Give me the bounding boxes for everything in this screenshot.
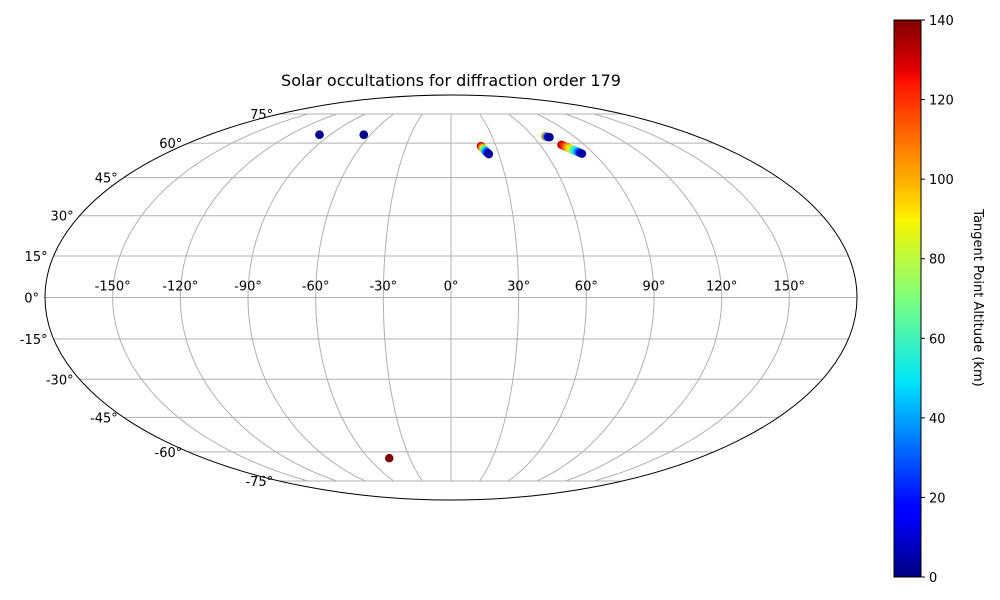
lon-tick-label: 90° <box>642 280 665 295</box>
colorbar-tick-label: 140 <box>929 14 954 29</box>
lon-tick-label: -60° <box>302 280 330 295</box>
meridian-line <box>315 113 395 482</box>
colorbar-ticks: 0 20 40 60 80 100 120 140 <box>921 14 954 586</box>
lon-tick-label: -90° <box>234 280 262 295</box>
meridian-line <box>536 113 655 482</box>
colorbar-tick-label: 20 <box>929 491 946 506</box>
lon-tick-label: 120° <box>706 280 737 295</box>
lon-tick-label: -30° <box>369 280 397 295</box>
lat-tick-label: 0° <box>24 292 39 307</box>
tick-labels: -150° -120° -90° -60° -30° 0° 30° 60° 90° 120° 150… <box>20 108 805 490</box>
meridian-line <box>594 113 790 482</box>
lat-tick-label: -45° <box>90 411 118 426</box>
lat-tick-label: -75° <box>245 475 273 490</box>
lon-tick-label: 60° <box>575 280 598 295</box>
data-point <box>384 453 394 463</box>
colorbar-tick-label: 80 <box>929 253 946 268</box>
lat-tick-label: 30° <box>51 210 74 225</box>
lat-tick-label: 60° <box>159 137 182 152</box>
meridian-line <box>179 113 337 482</box>
colorbar-tick-label: 60 <box>929 332 946 347</box>
meridian-line <box>507 113 587 482</box>
chart-title: Solar occultations for diffraction order… <box>281 71 621 90</box>
lon-tick-label: 0° <box>444 280 459 295</box>
meridian-line <box>565 113 723 482</box>
colorbar-tick-label: 100 <box>929 173 954 188</box>
colorbar-label: Tangent Point Altitude (km) <box>970 208 985 386</box>
colorbar-tick-label: 0 <box>929 571 937 586</box>
data-point <box>577 149 587 159</box>
lat-tick-label: 75° <box>250 108 273 123</box>
data-point <box>315 130 324 140</box>
lat-tick-label: -30° <box>46 373 74 388</box>
meridian-line <box>247 113 366 482</box>
data-point <box>484 149 494 159</box>
data-point <box>545 132 554 142</box>
graticule <box>45 113 857 482</box>
lat-tick-label: 15° <box>25 250 48 265</box>
colorbar-tick-label: 40 <box>929 412 946 427</box>
colorbar-tick-label: 120 <box>929 94 954 109</box>
lat-tick-label: -15° <box>20 333 48 348</box>
lat-tick-label: -60° <box>155 446 183 461</box>
lat-tick-label: 45° <box>95 172 118 187</box>
meridian-line <box>382 113 423 482</box>
lon-tick-label: -120° <box>162 280 198 295</box>
lon-tick-label: 30° <box>507 280 530 295</box>
data-point <box>359 130 369 140</box>
colorbar: 0 20 40 60 80 100 120 140 Tangent Point Altitud… <box>893 14 985 586</box>
meridian-line <box>479 113 520 482</box>
map-boundary <box>44 94 858 501</box>
data-points <box>315 130 587 463</box>
lon-tick-label: 150° <box>774 280 805 295</box>
colorbar-gradient <box>893 19 922 578</box>
lon-tick-label: -150° <box>95 280 131 295</box>
meridian-line <box>112 113 308 482</box>
